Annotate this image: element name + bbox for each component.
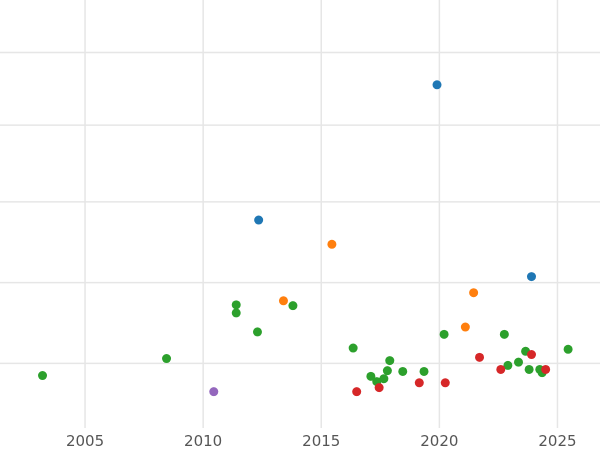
data-point [419, 366, 429, 376]
data-point [38, 371, 48, 381]
grid [0, 0, 600, 428]
data-point [254, 215, 264, 225]
data-points [38, 80, 573, 397]
data-point [541, 364, 551, 374]
data-point [382, 366, 392, 376]
data-point [496, 364, 506, 374]
data-point [379, 374, 389, 384]
data-point [231, 308, 241, 318]
data-point [440, 378, 450, 388]
data-point [374, 383, 384, 393]
data-point [162, 354, 172, 364]
data-point [469, 288, 479, 298]
data-point [475, 352, 485, 362]
data-point [327, 239, 337, 249]
data-point [460, 322, 470, 332]
data-point [526, 272, 536, 282]
x-tick-label: 2010 [184, 432, 222, 450]
data-point [526, 350, 536, 360]
data-point [439, 329, 449, 339]
data-point [352, 387, 362, 397]
x-tick-label: 2015 [302, 432, 340, 450]
data-point [414, 378, 424, 388]
data-point [278, 296, 288, 306]
data-point [366, 371, 376, 381]
data-point [514, 357, 524, 367]
data-point [398, 366, 408, 376]
x-tick-label: 2020 [420, 432, 458, 450]
data-point [524, 364, 534, 374]
data-point [348, 343, 358, 353]
data-point [563, 344, 573, 354]
x-axis-tick-labels: 2005 2010 2015 2020 2025 [66, 432, 577, 450]
data-point [385, 356, 395, 366]
data-point [231, 300, 241, 310]
x-tick-label: 2005 [66, 432, 104, 450]
data-point [252, 327, 262, 337]
data-point [499, 329, 509, 339]
x-tick-label: 2025 [538, 432, 576, 450]
data-point [503, 360, 513, 370]
data-point [432, 80, 442, 90]
data-point [288, 301, 298, 311]
data-point [209, 387, 219, 397]
